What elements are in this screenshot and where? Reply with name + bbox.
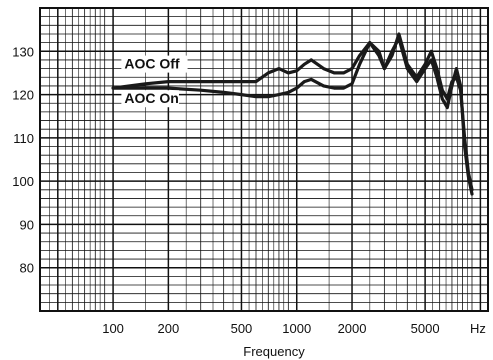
annotation-background [121,55,188,73]
x-axis-label: Frequency [243,344,305,359]
minor-gridlines [39,8,488,311]
major-gridlines [40,7,488,312]
series-label-aoc-on: AOC On [124,90,178,106]
x-tick-label: 1000 [282,321,311,336]
annotation-layer: AOC Off AOC On [121,55,188,108]
y-tick-label: 110 [13,131,34,146]
x-tick-label: 200 [158,321,180,336]
plot-area-frame [39,7,489,312]
y-tick-label: 120 [12,88,34,103]
x-axis-unit: Hz [470,321,486,336]
series-layer [111,32,474,196]
series-label-aoc-off: AOC Off [124,56,180,72]
x-tick-label: 5000 [411,321,440,336]
series-line-aoc-on [111,36,474,196]
y-tick-labels: 80 90 100 110 120 130 [12,44,34,275]
y-tick-label: 90 [20,217,34,232]
y-tick-label: 80 [20,261,34,276]
x-tick-label: 100 [102,321,124,336]
y-tick-label: 100 [12,174,34,189]
annotation-background [121,90,179,108]
x-tick-labels: 100 200 500 1000 2000 5000 [102,321,439,336]
x-tick-label: 2000 [338,321,367,336]
x-tick-label: 500 [231,321,253,336]
series-line-aoc-off [111,32,474,192]
y-tick-label: 130 [12,44,34,59]
